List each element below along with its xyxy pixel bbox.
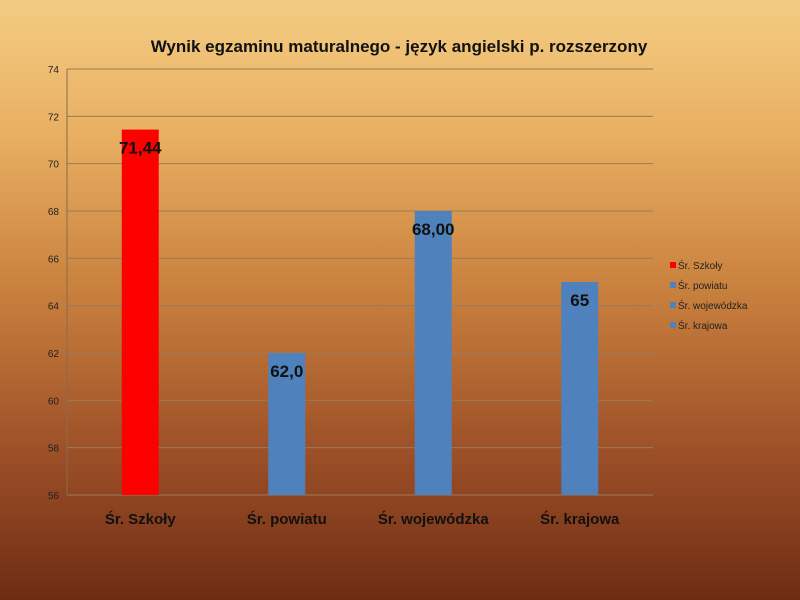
bar: [121, 129, 159, 495]
bars: [121, 129, 599, 495]
y-tick-label: 68: [48, 207, 60, 218]
x-axis-ticks: Śr. Szkoły Śr. powiatu Śr. wojewódzka Śr. k…: [105, 510, 620, 528]
y-tick-label: 64: [48, 302, 60, 313]
legend-entry: Śr. Szkoły: [678, 259, 722, 272]
x-tick-label: Śr. wojewódzka: [378, 510, 490, 528]
bar: [561, 282, 599, 495]
data-label: 62,0: [270, 362, 303, 381]
data-label: 65: [570, 291, 589, 310]
y-tick-label: 70: [48, 160, 60, 171]
y-tick-label: 62: [48, 349, 60, 360]
legend-swatch: [670, 262, 676, 268]
x-tick-label: Śr. Szkoły: [105, 510, 177, 528]
legend-entry: Śr. wojewódzka: [678, 299, 748, 312]
bar: [268, 353, 306, 495]
y-tick-label: 60: [48, 396, 60, 407]
y-tick-label: 66: [48, 254, 60, 265]
data-label: 68,00: [412, 220, 455, 239]
data-label: 71,44: [119, 139, 162, 158]
legend-entry: Śr. powiatu: [678, 279, 727, 292]
legend-swatch: [670, 302, 676, 308]
y-tick-label: 56: [48, 491, 60, 502]
legend-swatch: [670, 282, 676, 288]
x-tick-label: Śr. krajowa: [540, 510, 620, 528]
chart-title: Wynik egzaminu maturalnego - język angie…: [151, 37, 648, 56]
y-tick-label: 58: [48, 444, 60, 455]
legend: Śr. Szkoły Śr. powiatu Śr. wojewódzka Śr. k…: [670, 259, 748, 332]
gridlines: [66, 68, 653, 496]
data-labels: 71,44 62,0 68,00 65: [119, 139, 589, 381]
bar: [414, 211, 452, 495]
x-tick-label: Śr. powiatu: [247, 510, 327, 528]
legend-swatch: [670, 322, 676, 328]
y-tick-label: 72: [48, 112, 60, 123]
y-tick-label: 74: [48, 65, 60, 76]
legend-entry: Śr. krajowa: [678, 319, 728, 332]
y-axis-ticks: 56 58 60 62 64 66 68 70 72 74: [48, 65, 60, 502]
